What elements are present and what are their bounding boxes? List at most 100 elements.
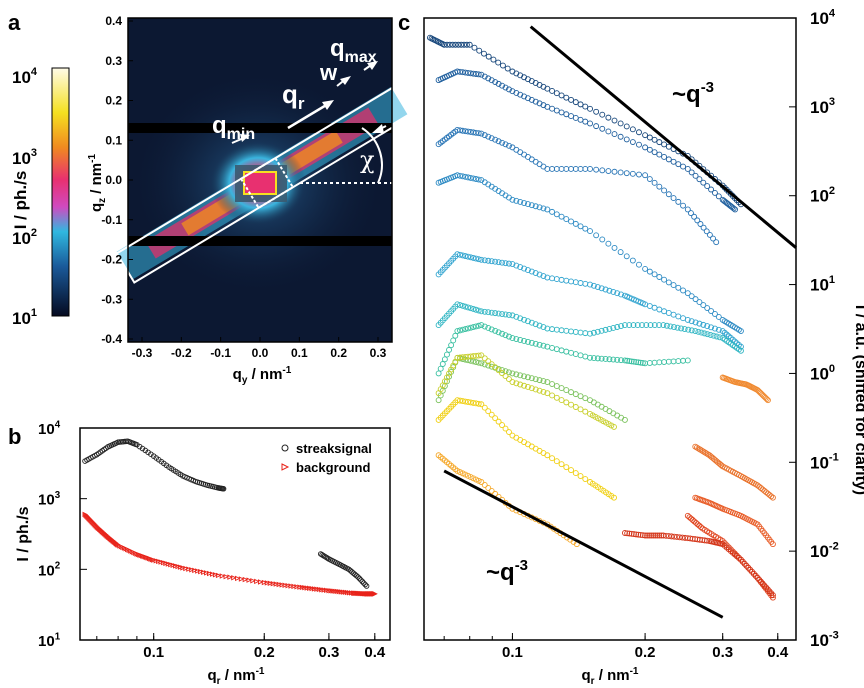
panel-c-point [635,359,642,366]
panel-c-point [679,534,686,541]
panel-c-point [614,290,621,297]
panel-c-point [524,267,531,274]
panel-c-point [606,325,613,332]
panel-b-xtick-label: 0.3 [318,644,339,661]
panel-c-point [759,580,766,587]
panel-c-point [593,108,600,115]
panel-c-point [502,141,509,148]
panel-c-point [642,172,649,179]
panel-c-point [646,268,653,275]
panel-b-frame [79,427,391,641]
panel-c-point [577,406,584,413]
background-point [198,568,204,575]
panel-c-point [651,322,658,329]
panel-c-point [661,359,668,365]
panel-c-point [553,166,560,172]
panel-c-point [544,206,551,213]
legend-streaksignal-label: streaksignal [296,441,372,456]
panel-c-point [509,335,516,342]
panel-c-point [737,328,744,334]
panel-c-point [441,41,448,48]
panel-c-point [629,170,636,177]
panel-c-point [465,399,471,405]
colorbar-tick-4: 104 [12,66,38,87]
panel-c-point [481,404,488,411]
panel-c-point [485,257,492,264]
panel-c-point [458,41,465,48]
panel-c-point [528,319,535,326]
panel-c-point [646,532,653,539]
background-point [195,568,201,574]
panel-c-point [593,123,600,130]
panel-c-point [563,387,570,394]
panel-a-xtick-label: 0.2 [330,346,347,360]
panel-c-point [651,149,658,156]
panel-c-point [582,103,589,110]
panel-c-point [517,337,524,343]
panel-c-point [568,467,575,474]
panel-c-point [439,361,446,367]
panel-c-point [506,429,512,436]
panel-c-point [623,170,630,177]
panel-c-point [495,259,502,266]
panel-c-point [764,586,771,593]
panel-c-point [549,455,556,462]
panel-c-point [517,315,524,322]
background-point [285,582,291,589]
panel-c-point [492,136,499,143]
panel-c-point [457,327,463,334]
panel-c-point [675,198,682,205]
panel-c-point [563,94,570,101]
panel-c-point [506,142,512,149]
panel-c-point [481,308,488,315]
panel-c-point [485,325,492,331]
panel-c-point [506,86,512,93]
background-point [231,575,237,581]
panel-c-point [506,311,512,318]
panel-c-point [558,92,565,99]
panel-c-point [636,141,642,148]
panel-c-point [634,322,641,329]
panel-c-point [462,303,469,310]
panel-c-point [495,329,502,336]
panel-c-point [563,216,570,223]
panel-c-point [488,326,495,333]
panel-c-point [692,296,699,303]
panel-c-point [611,244,618,251]
panel-b-ytick-label: 104 [38,419,61,438]
background-point [204,570,210,576]
panel-b-chart: 0.1 0.2 0.3 0.4 104 103 102 101 streaksignal back… [15,419,391,687]
panel-c-point [481,73,488,80]
panel-c-point [582,225,589,232]
panel-c-point [710,332,717,339]
panel-c-point [577,166,584,172]
panel-a-ytick-label: 0.1 [105,133,122,147]
panel-c-point [605,168,612,175]
panel-c-point [598,285,605,292]
panel-c-point [488,258,495,265]
panel-c-point [488,309,495,316]
panel-c-point [644,532,651,539]
panel-c-point [558,347,565,354]
background-point [227,574,233,580]
panel-c-point [661,308,668,315]
panel-c-point [670,311,677,318]
panel-c-point [485,408,492,415]
legend-background-marker [281,463,290,471]
panel-c-point [467,357,474,364]
panel-c-point [563,111,570,118]
background-point [372,591,378,597]
panel-c-point [563,327,570,334]
panel-c-point [568,278,575,285]
panel-c-point [495,310,502,317]
panel-c-point [674,324,681,331]
panel-c-point [599,167,606,174]
panel-c-point [502,260,509,267]
panel-c-point [768,493,775,500]
panel-c-point [476,47,483,54]
panel-c-point [467,254,474,261]
panel-c-point [665,279,672,286]
panel-c-point [671,324,677,331]
background-point [254,578,260,585]
panel-c-point [710,235,717,242]
